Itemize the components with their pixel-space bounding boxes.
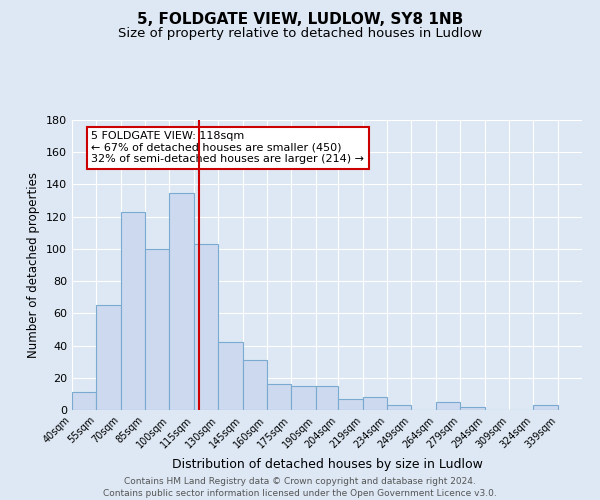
Bar [145,249,169,410]
Bar [242,360,267,410]
Y-axis label: Number of detached properties: Number of detached properties [28,172,40,358]
Bar [533,405,557,410]
Bar [387,405,412,410]
Bar [338,398,363,410]
Bar [72,392,97,410]
Text: Contains HM Land Registry data © Crown copyright and database right 2024.: Contains HM Land Registry data © Crown c… [124,478,476,486]
Bar [169,192,194,410]
Bar [291,386,316,410]
Text: 5, FOLDGATE VIEW, LUDLOW, SY8 1NB: 5, FOLDGATE VIEW, LUDLOW, SY8 1NB [137,12,463,28]
Bar [121,212,145,410]
Bar [436,402,460,410]
Text: Contains public sector information licensed under the Open Government Licence v3: Contains public sector information licen… [103,489,497,498]
X-axis label: Distribution of detached houses by size in Ludlow: Distribution of detached houses by size … [172,458,482,471]
Text: Size of property relative to detached houses in Ludlow: Size of property relative to detached ho… [118,28,482,40]
Bar [460,407,485,410]
Bar [194,244,218,410]
Bar [218,342,242,410]
Bar [316,386,338,410]
Text: 5 FOLDGATE VIEW: 118sqm
← 67% of detached houses are smaller (450)
32% of semi-d: 5 FOLDGATE VIEW: 118sqm ← 67% of detache… [91,132,364,164]
Bar [267,384,291,410]
Bar [363,397,387,410]
Bar [97,306,121,410]
